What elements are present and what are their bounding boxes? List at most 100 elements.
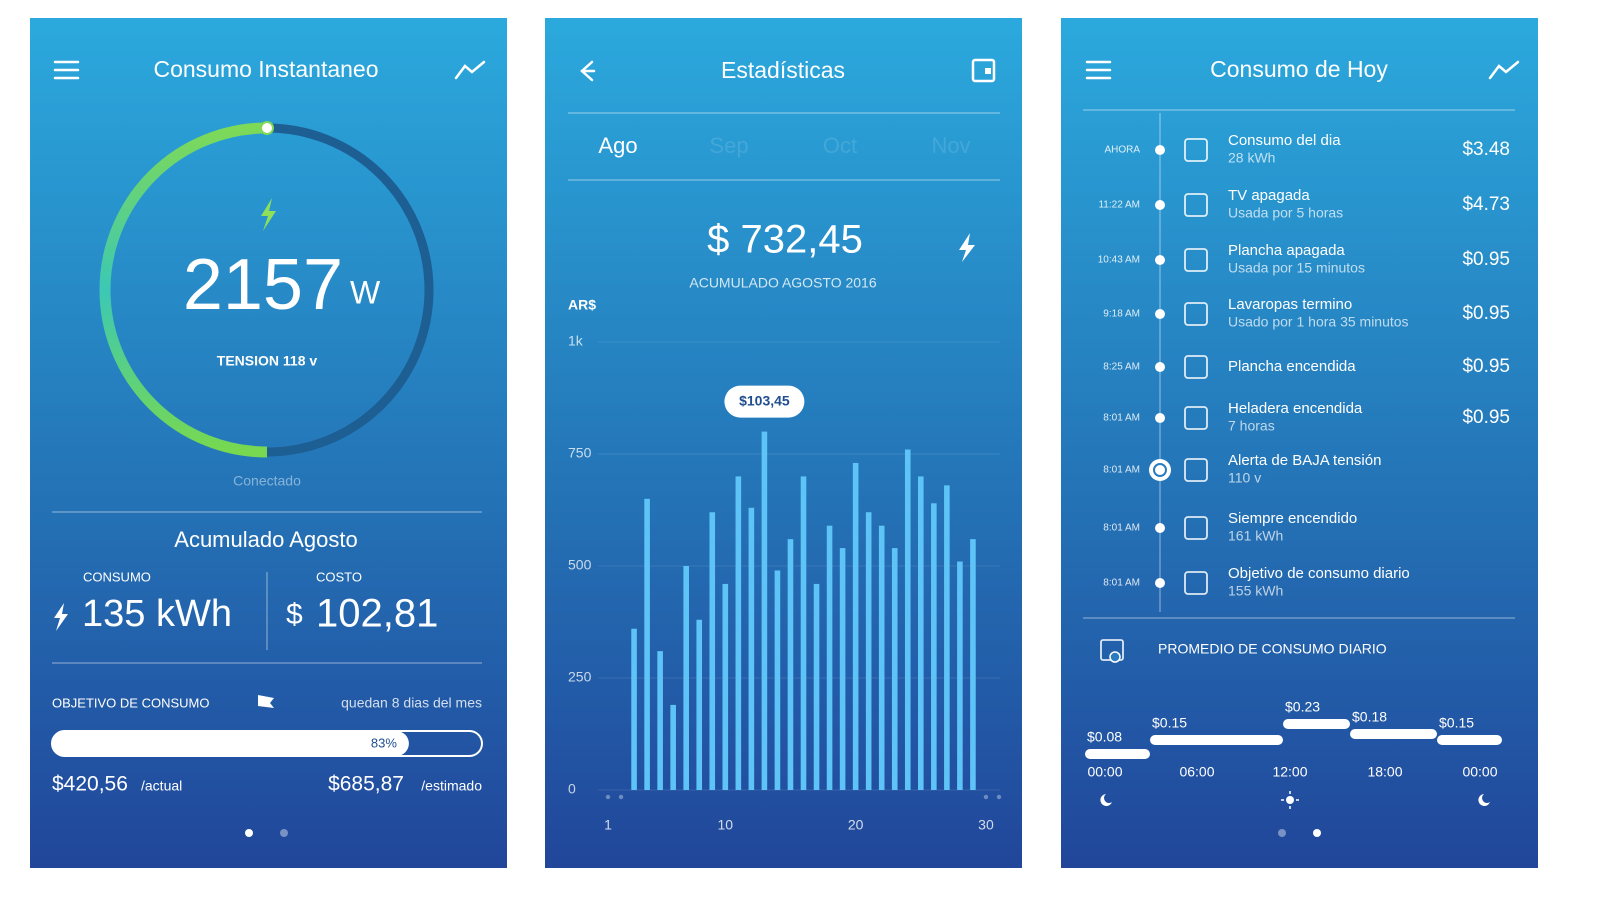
x-tick-label: 18:00: [1367, 764, 1402, 780]
total: $ 732,45: [707, 218, 863, 262]
pager-dot[interactable]: [1278, 829, 1286, 837]
bar: [709, 512, 716, 790]
pager-dot[interactable]: [245, 829, 253, 837]
y-tick-label: 1k: [568, 333, 584, 349]
y-tick-label: 500: [568, 557, 592, 573]
bar: [722, 583, 729, 790]
bar: [944, 485, 950, 790]
x-tick-label: 06:00: [1179, 764, 1214, 780]
timeline-dot: [1155, 200, 1165, 210]
panel-stats: [545, 18, 1022, 868]
event-title: Lavaropas termino: [1228, 296, 1352, 313]
event-time: 11:22 AM: [1098, 200, 1140, 211]
bar: [826, 525, 833, 790]
bolt-icon: [261, 198, 276, 231]
menu-icon[interactable]: [53, 60, 80, 80]
estimated-value: $685,87: [328, 773, 404, 796]
event-time: 9:18 AM: [1103, 309, 1140, 320]
timeline-dot: [1155, 523, 1165, 533]
trend-icon[interactable]: [1488, 60, 1520, 80]
event-title: TV apagada: [1228, 187, 1310, 204]
event-detail: Usada por 15 minutos: [1228, 260, 1365, 276]
event-amount: $4.73: [1462, 194, 1510, 215]
event-amount: $3.48: [1462, 139, 1510, 160]
event-time: 8:01 AM: [1103, 465, 1140, 476]
x-tick-label: 00:00: [1087, 764, 1122, 780]
event-icon: [1184, 302, 1208, 326]
x-tick-label: 10: [718, 817, 734, 833]
bar: [852, 462, 859, 790]
tooltip: [724, 385, 805, 418]
bar: [683, 566, 689, 790]
event-title: Alerta de BAJA tensión: [1228, 452, 1381, 469]
power-unit: W: [350, 274, 381, 310]
pager-dot[interactable]: [1313, 829, 1321, 837]
timeline-dot: [1155, 362, 1165, 372]
step-label: $0.08: [1087, 729, 1122, 745]
y-tick-label: 750: [568, 445, 592, 461]
event-time: 10:43 AM: [1098, 255, 1140, 266]
menu-icon[interactable]: [1085, 60, 1112, 80]
pager-dot[interactable]: [280, 829, 288, 837]
step-label: $0.15: [1439, 715, 1474, 731]
x-tick-label: 20: [848, 817, 864, 833]
bar: [787, 539, 794, 790]
goal-percent: 83%: [371, 735, 397, 750]
consumption-label: CONSUMO: [83, 569, 151, 584]
event-icon: [1184, 571, 1208, 595]
event-time: 8:01 AM: [1103, 413, 1140, 424]
moon-icon: [1478, 794, 1490, 806]
event-time: AHORA: [1104, 145, 1140, 156]
zero-dot: [996, 794, 1002, 800]
step-label: $0.23: [1285, 699, 1320, 715]
step-segment: [1085, 749, 1150, 759]
bar: [657, 651, 663, 790]
event-title: Siempre encendido: [1228, 510, 1357, 527]
bar: [813, 583, 820, 790]
event-title: Heladera encendida: [1228, 400, 1363, 417]
event-detail: 28 kWh: [1228, 150, 1275, 166]
moon-icon: [1100, 794, 1112, 806]
event-icon: [1184, 193, 1208, 217]
event-amount: $0.95: [1462, 303, 1510, 324]
x-tick-label: 1: [604, 817, 612, 833]
event-icon: [1184, 138, 1208, 162]
month-tab[interactable]: Nov: [931, 133, 970, 158]
event-title: Plancha apagada: [1228, 242, 1345, 259]
accumulated-title: Acumulado Agosto: [174, 527, 357, 552]
trend-icon[interactable]: [454, 60, 486, 80]
goal-label: OBJETIVO DE CONSUMO: [52, 695, 209, 710]
bar: [800, 476, 807, 790]
title: Consumo Instantaneo: [153, 56, 378, 82]
zero-dot: [618, 794, 624, 800]
step-segment: [1283, 719, 1350, 729]
y-tick-label: 250: [568, 669, 592, 685]
average-title: PROMEDIO DE CONSUMO DIARIO: [1158, 641, 1387, 657]
event-detail: 155 kWh: [1228, 583, 1283, 599]
bolt-icon: [54, 603, 68, 631]
calendar-icon[interactable]: [971, 58, 996, 83]
month-tab[interactable]: Oct: [823, 133, 857, 158]
goal-fill: [52, 731, 409, 756]
x-tick-label: 12:00: [1272, 764, 1307, 780]
y-tick-label: 0: [568, 781, 576, 797]
x-tick-label: 00:00: [1462, 764, 1497, 780]
month-tab[interactable]: Ago: [598, 133, 637, 158]
event-title: Objetivo de consumo diario: [1228, 565, 1410, 582]
power-value: 2157: [183, 245, 343, 325]
event-time: 8:25 AM: [1103, 362, 1140, 373]
zero-dot: [605, 794, 611, 800]
sun-icon: [1281, 791, 1299, 809]
event-amount: $0.95: [1462, 249, 1510, 270]
timeline-dot: [1155, 309, 1165, 319]
event-title: Plancha encendida: [1228, 358, 1356, 375]
month-tab[interactable]: Sep: [709, 133, 748, 158]
bar: [670, 704, 676, 790]
bar: [839, 548, 846, 790]
flag-icon: [258, 695, 274, 712]
title: Consumo de Hoy: [1210, 56, 1388, 82]
timeline-dot: [1155, 578, 1165, 588]
cost-currency: $: [286, 598, 303, 631]
panel-instant: [30, 18, 507, 868]
